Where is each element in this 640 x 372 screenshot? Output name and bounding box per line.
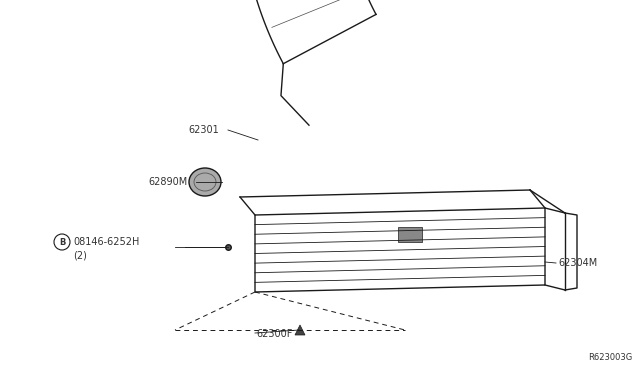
Polygon shape xyxy=(295,325,305,335)
Text: R623003G: R623003G xyxy=(588,353,632,362)
Text: 08146-6252H: 08146-6252H xyxy=(73,237,140,247)
Text: 62890M: 62890M xyxy=(148,177,188,187)
Text: 62304M: 62304M xyxy=(558,258,597,268)
Text: 62300F: 62300F xyxy=(256,329,292,339)
Text: (2): (2) xyxy=(73,251,87,261)
Text: B: B xyxy=(59,237,65,247)
Polygon shape xyxy=(398,227,422,242)
Text: 62301: 62301 xyxy=(188,125,219,135)
Ellipse shape xyxy=(189,168,221,196)
